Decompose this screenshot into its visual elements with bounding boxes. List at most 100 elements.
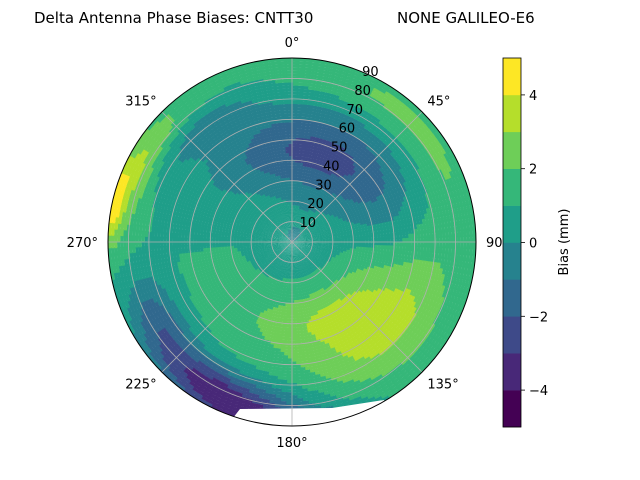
contour-cell xyxy=(288,253,290,258)
contour-cell xyxy=(293,223,295,227)
contour-cell xyxy=(290,229,292,233)
contour-cell xyxy=(298,241,302,242)
contour-cell xyxy=(282,247,286,251)
contour-cell xyxy=(281,251,285,255)
contour-cell xyxy=(280,245,284,248)
contour-cell xyxy=(297,239,302,241)
contour-cell xyxy=(288,232,291,237)
contour-cell xyxy=(282,243,287,246)
contour-cell xyxy=(296,227,299,231)
contour-cell xyxy=(285,227,288,231)
contour-cell xyxy=(277,236,281,239)
contour-cell xyxy=(304,239,308,241)
contour-cell xyxy=(284,231,287,235)
contour-cell xyxy=(307,243,311,245)
contour-cell xyxy=(277,247,282,250)
contour-cell xyxy=(295,227,297,231)
contour-cell xyxy=(284,228,287,232)
contour-cell xyxy=(289,232,291,237)
contour-cell xyxy=(306,235,310,238)
contour-cell xyxy=(296,253,299,257)
contour-cell xyxy=(306,237,311,239)
contour-cell xyxy=(299,235,304,238)
contour-cell xyxy=(306,244,311,247)
contour-cell xyxy=(287,233,290,237)
contour-cell xyxy=(301,249,305,252)
contour-cell xyxy=(296,227,298,231)
contour-cell xyxy=(294,240,299,242)
contour-cell xyxy=(276,245,281,247)
contour-cell xyxy=(299,234,303,237)
contour-cell xyxy=(299,234,303,237)
contour-cell xyxy=(283,228,286,232)
contour-cell xyxy=(301,232,305,235)
contour-cell xyxy=(294,226,296,231)
contour-cell xyxy=(292,245,294,249)
contour-cell xyxy=(294,239,299,241)
contour-cell xyxy=(286,234,289,238)
contour-cell xyxy=(278,248,282,251)
contour-cell xyxy=(305,232,309,235)
contour-cell xyxy=(299,251,302,255)
contour-cell xyxy=(286,250,289,254)
contour-cell xyxy=(279,241,283,242)
contour-cell xyxy=(290,232,292,236)
contour-cell xyxy=(294,239,298,241)
contour-cell xyxy=(293,223,295,227)
contour-cell xyxy=(276,243,280,245)
contour-cell xyxy=(300,244,305,246)
contour-cell xyxy=(297,238,302,240)
contour-cell xyxy=(277,246,281,249)
contour-cell xyxy=(279,243,284,245)
contour-cell xyxy=(290,235,292,239)
contour-cell xyxy=(276,237,281,240)
contour-cell xyxy=(289,226,291,230)
contour-cell xyxy=(303,245,307,247)
contour-cell xyxy=(300,236,304,239)
contour-cell xyxy=(298,242,302,244)
contour-cell xyxy=(289,250,291,255)
contour-cell xyxy=(300,245,304,248)
contour-cell xyxy=(283,232,286,236)
contour-cell xyxy=(276,239,280,241)
contour-cell xyxy=(299,230,303,233)
contour-cell xyxy=(293,244,295,249)
contour-cell xyxy=(289,229,291,234)
contour-cell xyxy=(289,247,291,252)
contour-cell xyxy=(305,247,310,250)
contour-cell xyxy=(295,230,298,234)
contour-cell xyxy=(298,225,301,229)
contour-cell xyxy=(292,244,295,249)
contour-cell xyxy=(288,250,290,255)
contour-cell xyxy=(300,236,304,239)
contour-cell xyxy=(303,237,308,239)
contour-cell xyxy=(303,246,307,249)
contour-cell xyxy=(303,244,308,246)
contour-cell xyxy=(292,226,294,230)
contour-cell xyxy=(280,250,284,253)
contour-cell xyxy=(306,245,311,248)
contour-cell xyxy=(294,230,297,234)
contour-cell xyxy=(300,226,304,230)
contour-cell xyxy=(276,244,281,247)
contour-cell xyxy=(301,232,305,235)
contour-cell xyxy=(293,254,295,258)
contour-cell xyxy=(297,237,301,240)
contour-cell xyxy=(304,231,309,234)
contour-cell xyxy=(307,240,311,242)
contour-cell xyxy=(285,230,288,235)
contour-cell xyxy=(295,250,298,254)
contour-cell xyxy=(289,232,291,237)
contour-cell xyxy=(292,232,294,236)
contour-cell xyxy=(290,254,292,258)
contour-cell xyxy=(286,227,289,231)
contour-cell xyxy=(277,235,281,238)
contour-cell xyxy=(292,245,294,249)
contour-cell xyxy=(279,249,283,252)
contour-cell xyxy=(279,249,283,252)
contour-cell xyxy=(293,244,295,248)
contour-cell xyxy=(297,248,301,252)
contour-cell xyxy=(277,246,281,249)
contour-cell xyxy=(295,230,297,234)
contour-cell xyxy=(290,254,292,258)
